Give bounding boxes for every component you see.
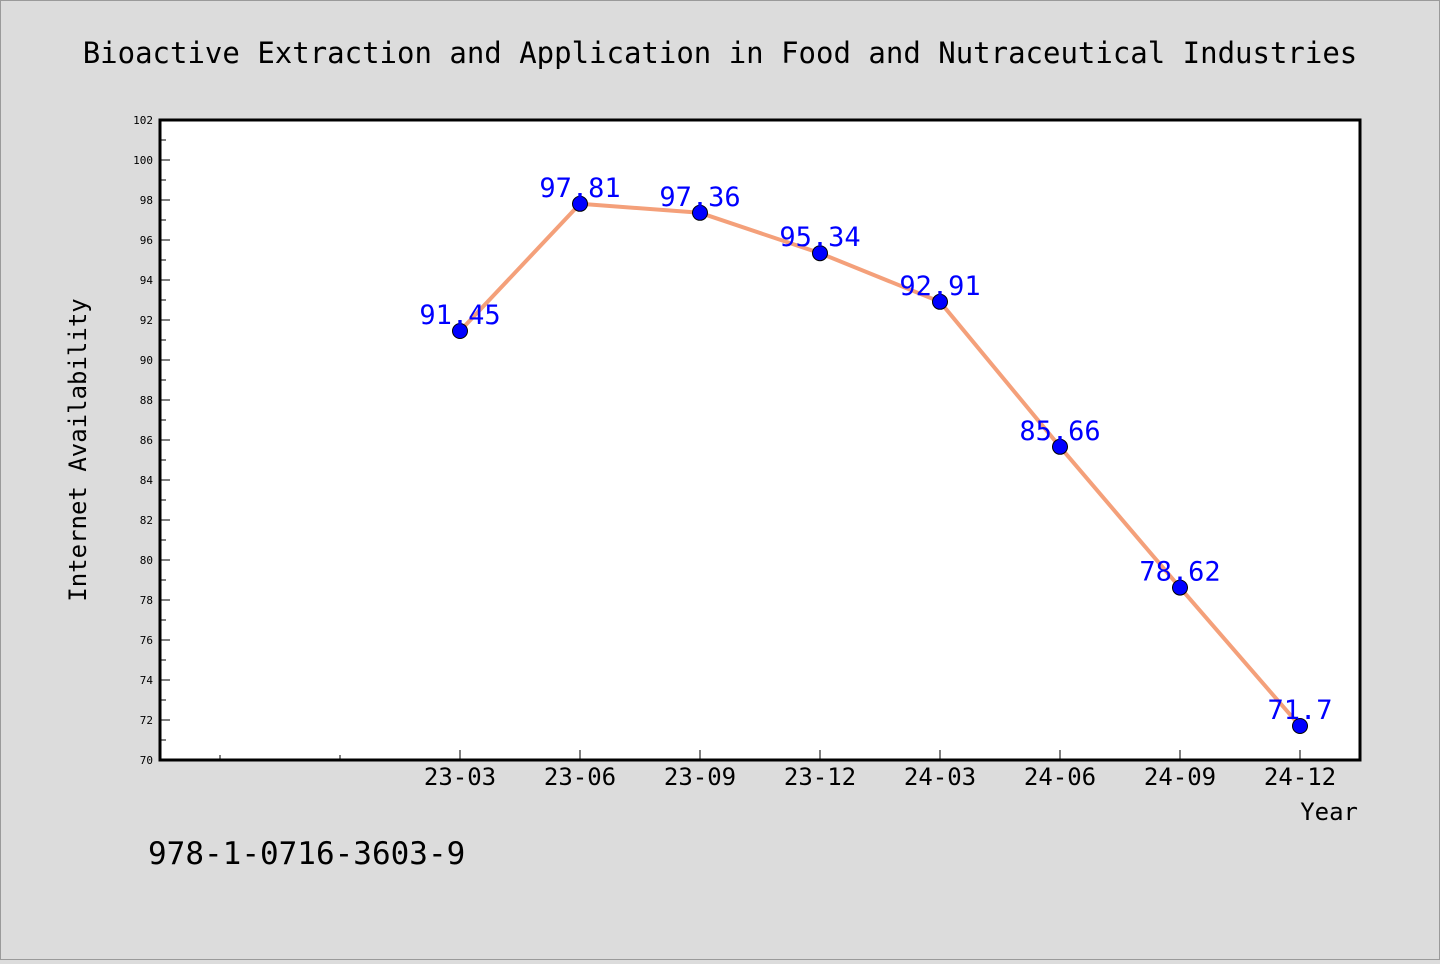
data-label: 78.62	[1139, 557, 1220, 588]
y-tick-label: 76	[140, 634, 153, 647]
y-tick-label: 72	[140, 714, 153, 727]
data-label: 91.45	[419, 300, 500, 331]
y-tick-label: 74	[140, 674, 154, 687]
y-tick-label: 98	[140, 194, 153, 207]
x-tick-label: 24-06	[1024, 763, 1096, 791]
y-tick-label: 102	[133, 114, 153, 127]
y-tick-label: 90	[140, 354, 153, 367]
x-tick-label: 23-12	[784, 763, 856, 791]
y-tick-label: 88	[140, 394, 153, 407]
y-tick-label: 94	[140, 274, 154, 287]
x-tick-label: 23-06	[544, 763, 616, 791]
data-series: 91.45 97.81 97.36 95.34 92.91 85.66 78.62 71.7	[419, 173, 1333, 734]
y-tick-label: 82	[140, 514, 153, 527]
data-point	[812, 245, 828, 262]
x-tick-label: 24-03	[904, 763, 976, 791]
x-tick-label: 24-12	[1264, 763, 1336, 791]
y-axis-label: Internet Availability	[64, 298, 92, 601]
y-tick-label: 70	[140, 754, 153, 767]
x-axis-label: Year	[1300, 798, 1358, 826]
y-axis: 70 72 74 76 78 80 82 84 86 88 90 92 94 96 98 100 102	[133, 114, 170, 767]
y-tick-label: 100	[133, 154, 153, 167]
x-axis: 23-03 23-06 23-09 23-12 24-03 24-06 24-09 24-12	[219, 750, 1336, 791]
data-point	[1052, 438, 1068, 455]
series-line	[458, 201, 1302, 728]
data-point	[932, 293, 948, 310]
y-tick-label: 96	[140, 234, 153, 247]
y-tick-label: 86	[140, 434, 153, 447]
data-point	[1292, 718, 1308, 734]
x-tick-label: 23-03	[424, 763, 496, 791]
data-point	[692, 204, 708, 221]
y-tick-label: 92	[140, 314, 153, 327]
data-point	[452, 323, 468, 339]
x-tick-label: 24-09	[1144, 763, 1216, 791]
y-tick-label: 78	[140, 594, 153, 607]
y-tick-label: 84	[140, 474, 154, 487]
plot-area	[158, 118, 1362, 762]
data-label: 71.7	[1267, 695, 1332, 726]
data-point	[1172, 579, 1188, 596]
data-label: 97.81	[539, 173, 620, 204]
data-label: 97.36	[659, 182, 740, 213]
data-label: 92.91	[899, 271, 980, 302]
x-tick-label: 23-09	[664, 763, 736, 791]
data-label: 85.66	[1019, 416, 1100, 447]
isbn-label: 978-1-0716-3603-9	[148, 836, 465, 872]
y-tick-label: 80	[140, 554, 153, 567]
chart-title: Bioactive Extraction and Application in …	[83, 36, 1358, 70]
data-point	[572, 195, 588, 212]
data-label: 95.34	[779, 222, 860, 253]
